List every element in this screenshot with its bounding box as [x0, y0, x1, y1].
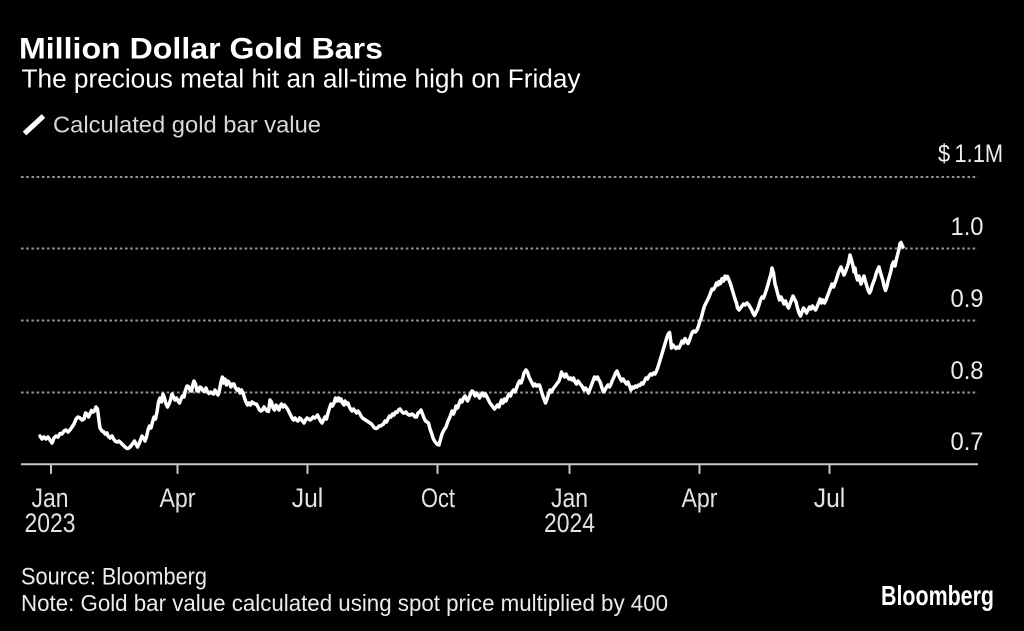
svg-text:Note: Gold bar value calculate: Note: Gold bar value calculated using sp…: [21, 590, 668, 616]
svg-text:Jul: Jul: [814, 483, 846, 513]
svg-text:The precious metal hit an all-: The precious metal hit an all-time high …: [22, 63, 582, 93]
svg-text:Oct: Oct: [421, 483, 456, 513]
svg-text:Apr: Apr: [160, 483, 196, 513]
svg-text:2023: 2023: [25, 508, 76, 538]
svg-text:1.0: 1.0: [951, 214, 984, 241]
svg-text:$ 1.1M: $ 1.1M: [938, 141, 1003, 168]
svg-text:Source: Bloomberg: Source: Bloomberg: [21, 564, 207, 591]
svg-text:Apr: Apr: [682, 483, 718, 513]
svg-text:Jul: Jul: [292, 483, 324, 513]
svg-text:Calculated gold bar value: Calculated gold bar value: [53, 112, 321, 138]
svg-text:2024: 2024: [544, 508, 595, 538]
svg-text:0.9: 0.9: [951, 286, 984, 313]
svg-text:Bloomberg: Bloomberg: [881, 580, 994, 611]
svg-text:0.7: 0.7: [951, 429, 984, 456]
svg-text:Jan: Jan: [32, 483, 69, 513]
svg-text:Million Dollar Gold Bars: Million Dollar Gold Bars: [19, 33, 383, 66]
svg-text:0.8: 0.8: [951, 358, 984, 385]
svg-text:Jan: Jan: [551, 483, 588, 513]
